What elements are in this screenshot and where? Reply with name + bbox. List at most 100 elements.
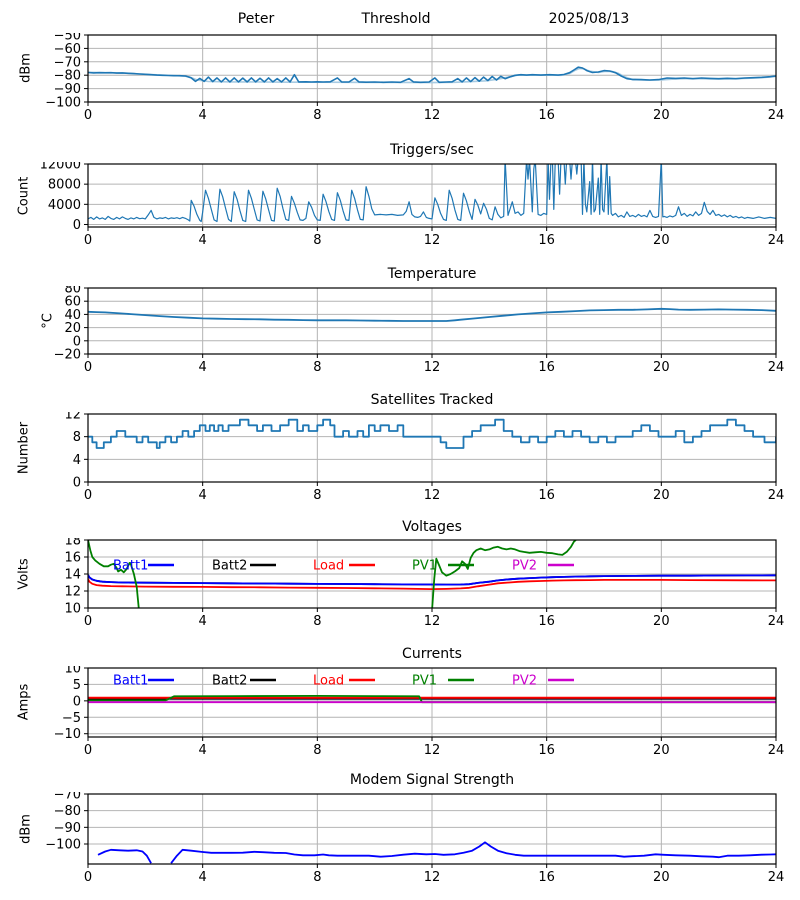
x-tick-label: 24 — [768, 743, 785, 758]
x-tick-label: 8 — [313, 870, 321, 885]
y-tick-label: 20 — [64, 321, 81, 336]
x-tick-label: 0 — [84, 488, 92, 503]
y-tick-label: −80 — [54, 69, 81, 84]
y-tick-label: 14 — [64, 568, 81, 583]
legend-label-batt1: Batt1 — [113, 559, 148, 574]
x-tick-label: 4 — [199, 743, 207, 758]
y-tick-label: 80 — [64, 286, 81, 297]
series-load-v — [88, 578, 776, 590]
legend-label-pv1: PV1 — [412, 559, 437, 574]
y-tick-label: 4000 — [48, 198, 81, 213]
x-tick-label: 0 — [84, 233, 92, 248]
legend-label-pv1: PV1 — [412, 674, 437, 689]
x-tick-label: 24 — [768, 488, 785, 503]
y-tick-label: 0 — [73, 218, 81, 233]
x-tick-label: 24 — [768, 870, 785, 885]
x-tick-label: 0 — [84, 870, 92, 885]
y-tick-label: −100 — [45, 96, 81, 111]
x-tick-label: 24 — [768, 108, 785, 123]
legend-label-batt2: Batt2 — [212, 559, 247, 574]
x-tick-label: 24 — [768, 614, 785, 629]
y-tick-label: 4 — [73, 453, 81, 468]
panel-title-currents: Currents — [402, 646, 462, 662]
figure-title-metric: Threshold — [361, 11, 431, 27]
x-tick-label: 20 — [653, 614, 670, 629]
panel-title-temperature: Temperature — [387, 266, 477, 282]
y-tick-label: −90 — [54, 821, 81, 836]
x-tick-label: 16 — [538, 360, 555, 375]
y-tick-label: −90 — [54, 82, 81, 97]
y-tick-label: 10 — [64, 666, 81, 677]
x-tick-label: 20 — [653, 108, 670, 123]
y-tick-label: 5 — [73, 678, 81, 693]
legend-label-load: Load — [313, 674, 344, 689]
series-temperature — [88, 307, 776, 322]
x-tick-label: 0 — [84, 108, 92, 123]
x-tick-label: 16 — [538, 108, 555, 123]
x-tick-label: 12 — [424, 108, 441, 123]
y-tick-label: −100 — [45, 838, 81, 853]
y-tick-label: 16 — [64, 551, 81, 566]
x-tick-label: 8 — [313, 614, 321, 629]
legend-label-batt2: Batt2 — [212, 674, 247, 689]
y-tick-label: 8000 — [48, 178, 81, 193]
x-tick-label: 16 — [538, 233, 555, 248]
x-tick-label: 20 — [653, 870, 670, 885]
legend-label-batt1: Batt1 — [113, 674, 148, 689]
x-tick-label: 12 — [424, 870, 441, 885]
x-tick-label: 8 — [313, 108, 321, 123]
x-tick-label: 16 — [538, 488, 555, 503]
y-tick-label: 40 — [64, 308, 81, 323]
x-tick-label: 12 — [424, 233, 441, 248]
legend-label-pv2: PV2 — [512, 559, 537, 574]
x-tick-label: 0 — [84, 360, 92, 375]
series-pv1-v — [88, 540, 577, 608]
x-tick-label: 12 — [424, 743, 441, 758]
series-satellites — [88, 418, 776, 449]
y-tick-label: −70 — [54, 792, 81, 803]
panel-modem-plot: −70−80 −90 −100 0 4 8 12 16 20 24 — [45, 792, 785, 885]
x-tick-label: 12 — [424, 360, 441, 375]
y-tick-label: −20 — [54, 348, 81, 363]
y-tick-label: 60 — [64, 295, 81, 310]
x-tick-label: 20 — [653, 360, 670, 375]
x-tick-label: 16 — [538, 743, 555, 758]
x-tick-label: 8 — [313, 233, 321, 248]
x-tick-label: 8 — [313, 743, 321, 758]
y-tick-label: 0 — [73, 694, 81, 709]
panel-title-triggers: Triggers/sec — [390, 142, 474, 158]
x-tick-label: 20 — [653, 743, 670, 758]
panel-satellites-plot: 12 8 4 00 4 8 12 16 20 24 — [64, 412, 785, 503]
y-tick-label: 12 — [64, 412, 81, 423]
y-tick-label: 12000 — [40, 162, 81, 173]
y-tick-label: 10 — [64, 602, 81, 617]
x-tick-label: 0 — [84, 614, 92, 629]
x-tick-label: 4 — [199, 614, 207, 629]
x-tick-label: 12 — [424, 614, 441, 629]
x-tick-label: 8 — [313, 360, 321, 375]
y-tick-label: −70 — [54, 55, 81, 70]
panel-title-voltages: Voltages — [402, 519, 462, 535]
series-signal — [88, 66, 776, 84]
x-tick-label: 24 — [768, 360, 785, 375]
series-triggers — [88, 164, 776, 223]
figure-title-date: 2025/08/13 — [548, 11, 630, 27]
x-tick-label: 4 — [199, 233, 207, 248]
panel-title-modem: Modem Signal Strength — [349, 772, 515, 788]
x-tick-label: 24 — [768, 233, 785, 248]
y-tick-label: −80 — [54, 804, 81, 819]
y-tick-label: −50 — [54, 33, 81, 44]
y-tick-label: −5 — [62, 711, 81, 726]
panel-voltages-plot: 18 16 14 12 100 4 8 12 16 20 24 Batt1 Batt2 Load PV1 PV… — [64, 538, 785, 629]
series-modem-rssi — [97, 841, 776, 864]
x-tick-label: 16 — [538, 614, 555, 629]
x-tick-label: 4 — [199, 108, 207, 123]
panel-title-satellites: Satellites Tracked — [370, 392, 494, 408]
x-tick-label: 0 — [84, 743, 92, 758]
series-pv1-a — [88, 695, 776, 704]
y-tick-label: 8 — [73, 430, 81, 445]
panel-triggers-plot: 12000 8000 4000 00 4 8 12 16 20 24 — [40, 162, 785, 248]
series-batt1-v — [88, 574, 776, 586]
